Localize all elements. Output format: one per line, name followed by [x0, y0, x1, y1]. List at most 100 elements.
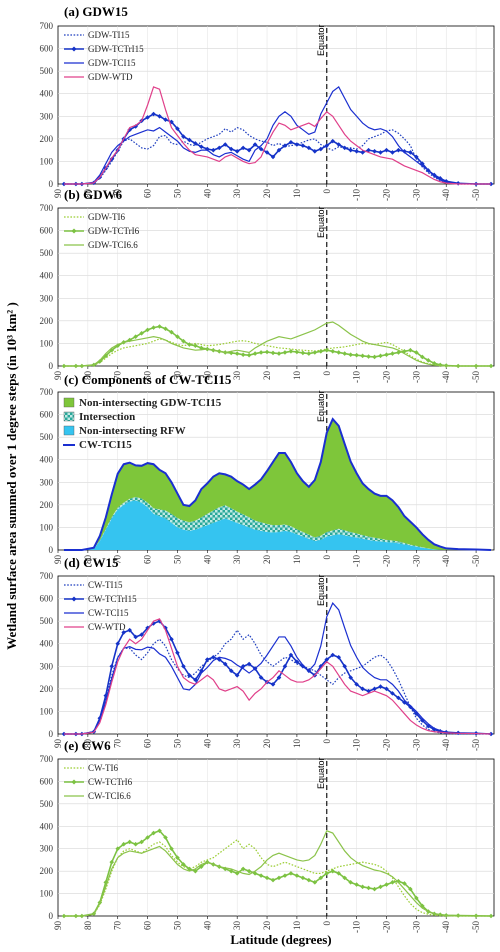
data-point — [426, 358, 431, 363]
y-tick-label: 200 — [40, 684, 54, 694]
y-tick-label: 500 — [40, 248, 54, 258]
y-tick-label: 700 — [40, 571, 54, 581]
x-tick-label: 20 — [262, 555, 272, 565]
data-point — [187, 673, 192, 678]
legend-label: CW-TCI15 — [79, 439, 132, 451]
data-point — [342, 351, 347, 356]
data-point — [163, 326, 168, 332]
data-point — [175, 855, 180, 860]
data-point — [288, 139, 294, 145]
x-tick-label: 70 — [113, 739, 123, 749]
data-point — [282, 873, 288, 878]
data-point — [288, 871, 294, 876]
data-point — [384, 352, 389, 358]
data-point — [276, 675, 282, 680]
x-tick-label: 60 — [143, 555, 153, 565]
data-point — [372, 686, 377, 692]
x-tick-label: 90 — [53, 371, 63, 381]
x-tick-label: 40 — [202, 921, 212, 931]
data-point — [360, 150, 365, 155]
y-tick-label: 0 — [49, 179, 54, 189]
data-point — [336, 654, 342, 660]
y-tick-label: 300 — [40, 293, 54, 303]
data-point — [228, 146, 234, 152]
legend-label: GDW-TCTrI6 — [88, 226, 140, 236]
data-point — [240, 352, 246, 358]
panel-title: (a) GDW15 — [64, 4, 128, 19]
data-point — [402, 881, 407, 886]
data-point — [246, 352, 252, 358]
data-point — [312, 350, 318, 355]
data-point — [139, 330, 144, 336]
data-point — [306, 351, 312, 356]
x-tick-label: 40 — [202, 555, 212, 565]
data-point — [133, 841, 138, 847]
data-point — [402, 148, 407, 154]
x-tick-label: -10 — [352, 371, 362, 383]
y-tick-label: 100 — [40, 522, 54, 532]
panel-title: (d) CW15 — [64, 555, 119, 570]
data-point — [384, 686, 389, 692]
legend-label: GDW-TCI15 — [88, 58, 136, 68]
area-non-intersecting-gdw-tci15 — [63, 419, 492, 550]
series-line-cw-wtd — [63, 618, 492, 735]
data-point — [342, 145, 347, 151]
x-tick-label: 10 — [292, 739, 302, 749]
data-point — [264, 150, 270, 155]
data-point — [396, 350, 401, 355]
data-point — [109, 859, 115, 865]
data-point — [294, 142, 300, 147]
data-point — [187, 137, 192, 143]
series-line-gdw-wtd — [63, 86, 492, 185]
legend-swatch — [63, 425, 75, 436]
y-tick-label: 500 — [40, 799, 54, 809]
y-tick-label: 300 — [40, 661, 54, 671]
data-point — [246, 868, 252, 874]
data-point — [336, 350, 342, 355]
panel-c: (c) Components of CW-TCI1501002003004005… — [40, 372, 495, 567]
x-tick-label: -50 — [471, 189, 481, 201]
data-point — [264, 349, 270, 355]
x-tick-label: -30 — [411, 555, 421, 567]
data-point — [276, 351, 282, 356]
y-tick-label: 200 — [40, 134, 54, 144]
data-point — [348, 352, 353, 358]
x-tick-label: 0 — [322, 739, 332, 744]
x-tick-label: 60 — [143, 921, 153, 931]
data-point — [199, 144, 204, 150]
x-tick-label: -40 — [441, 921, 451, 933]
data-point — [163, 835, 168, 840]
data-point — [360, 884, 365, 890]
data-point — [216, 657, 222, 662]
x-tick-label: 10 — [292, 371, 302, 381]
x-tick-label: 10 — [292, 189, 302, 199]
equator-label: Equator — [316, 206, 326, 238]
x-tick-label: 0 — [322, 555, 332, 560]
data-point — [300, 663, 306, 669]
data-point — [294, 349, 300, 355]
data-point — [294, 659, 300, 665]
data-point — [181, 338, 186, 344]
data-point — [234, 148, 240, 154]
legend-marker — [71, 228, 77, 234]
data-point — [431, 727, 437, 732]
x-tick-label: 70 — [113, 189, 123, 199]
data-point — [390, 880, 395, 885]
area-non-intersecting-rfw — [63, 500, 492, 550]
data-point — [342, 663, 347, 669]
x-tick-label: -20 — [381, 555, 391, 567]
x-tick-label: 40 — [202, 189, 212, 199]
x-tick-label: 70 — [113, 921, 123, 931]
data-point — [264, 875, 270, 881]
data-point — [384, 882, 389, 887]
data-point — [288, 652, 294, 658]
data-point — [306, 145, 312, 151]
x-tick-label: 50 — [172, 739, 182, 749]
panel-title: (c) Components of CW-TCI15 — [64, 372, 232, 387]
data-point — [228, 668, 234, 674]
y-tick-label: 400 — [40, 271, 54, 281]
data-point — [431, 172, 437, 178]
data-point — [234, 871, 240, 876]
